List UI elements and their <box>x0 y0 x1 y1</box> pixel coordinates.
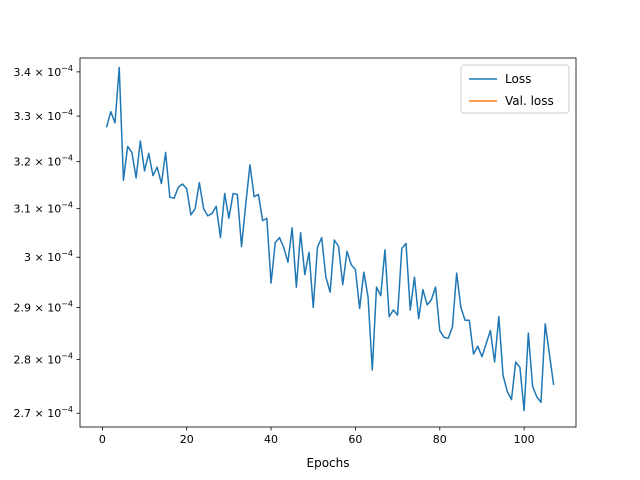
y-tick-mantissa: 3.1 × 10 <box>14 203 62 216</box>
y-tick-exponent: −4 <box>61 249 73 258</box>
y-tick-exponent: −4 <box>61 108 73 117</box>
y-tick-mantissa: 3.2 × 10 <box>14 156 62 169</box>
y-tick-label: 3.4 × 10−4 <box>14 64 74 79</box>
legend-label: Val. loss <box>505 94 554 108</box>
y-tick-mantissa: 3.4 × 10 <box>14 66 62 79</box>
x-axis-label: Epochs <box>307 456 350 470</box>
x-tick-label: 40 <box>264 433 278 446</box>
y-tick-exponent: −4 <box>61 405 73 414</box>
y-tick-label: 2.9 × 10−4 <box>14 299 74 314</box>
y-tick-exponent: −4 <box>61 64 73 73</box>
y-tick-mantissa: 2.9 × 10 <box>14 301 62 314</box>
y-tick-label: 2.7 × 10−4 <box>14 405 74 420</box>
legend: Loss Val. loss <box>460 64 570 114</box>
y-tick-mantissa: 2.7 × 10 <box>14 407 62 420</box>
x-tick-label: 80 <box>433 433 447 446</box>
y-tick-label: 3.3 × 10−4 <box>14 108 74 123</box>
x-tick-label: 20 <box>180 433 194 446</box>
plot-series-group <box>105 66 555 412</box>
y-axis-ticks: 2.7 × 10−42.8 × 10−42.9 × 10−43 × 10−43.… <box>14 64 80 420</box>
x-tick-label: 100 <box>514 433 535 446</box>
y-tick-exponent: −4 <box>61 299 73 308</box>
x-tick-label: 0 <box>99 433 106 446</box>
y-tick-mantissa: 3 × 10 <box>24 251 61 264</box>
y-tick-label: 3 × 10−4 <box>24 249 73 264</box>
y-tick-exponent: −4 <box>61 351 73 360</box>
y-tick-label: 3.1 × 10−4 <box>14 201 74 216</box>
y-tick-mantissa: 3.3 × 10 <box>14 110 62 123</box>
y-tick-exponent: −4 <box>61 154 73 163</box>
series-line-0 <box>105 66 555 412</box>
x-axis-ticks: 0 20 40 60 80 100 <box>99 427 535 446</box>
y-tick-label: 3.2 × 10−4 <box>14 154 74 169</box>
plot-frame <box>79 57 577 428</box>
y-tick-mantissa: 2.8 × 10 <box>14 353 62 366</box>
x-tick-label: 60 <box>348 433 362 446</box>
y-tick-label: 2.8 × 10−4 <box>14 351 74 366</box>
y-tick-exponent: −4 <box>61 201 73 210</box>
legend-label: Loss <box>505 72 531 86</box>
